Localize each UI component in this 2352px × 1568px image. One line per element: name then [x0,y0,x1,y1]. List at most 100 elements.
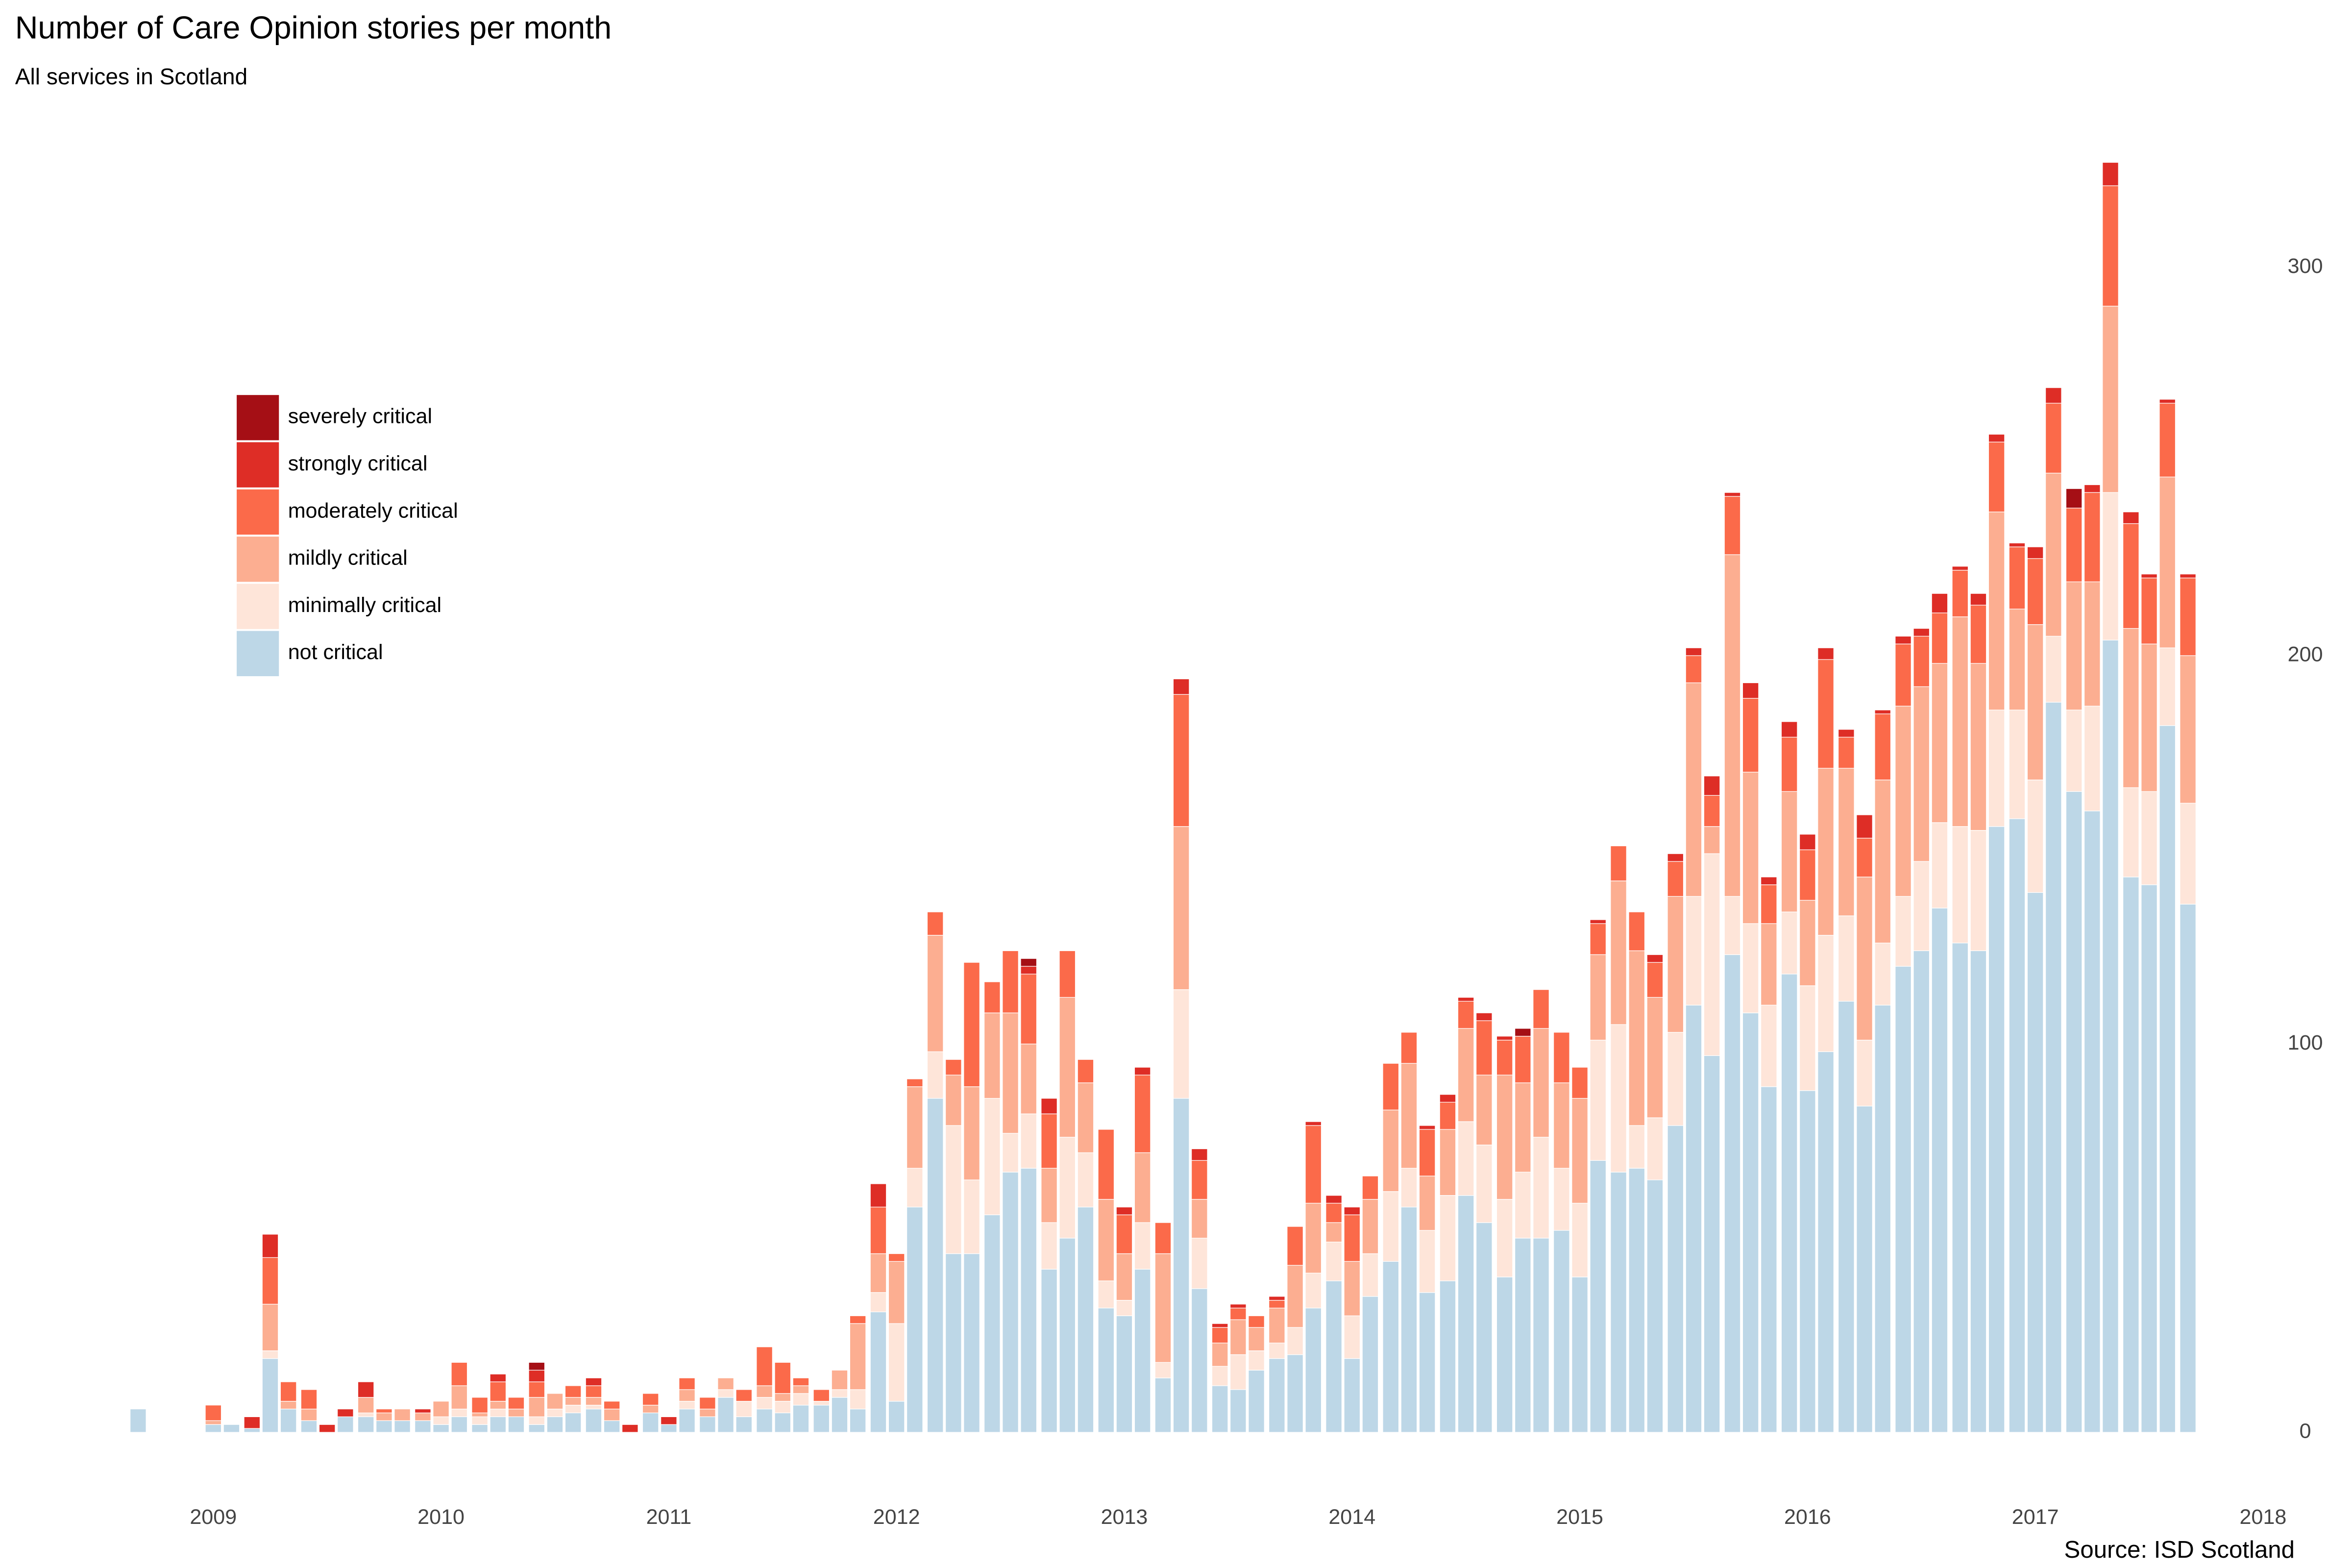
legend-key [237,442,279,488]
x-tick-label: 2010 [417,1505,465,1529]
bar-segment [1685,647,1702,656]
bar-segment [357,1412,374,1417]
bar-segment [1817,768,1834,936]
bar-segment [945,1253,962,1433]
bar-segment [906,1078,923,1087]
bar-segment [813,1401,830,1406]
bar-segment [1211,1366,1228,1386]
x-tick-label: 2018 [2240,1505,2287,1529]
bar-segment [1229,1389,1247,1433]
bar-segment [1344,1206,1361,1215]
bar-segment [1439,1280,1456,1433]
bar-segment [717,1377,734,1390]
bar-segment [1191,1199,1208,1239]
bar-segment [1344,1214,1361,1262]
bar-segment [2122,512,2139,524]
bar-segment [1628,1168,1645,1433]
bar-segment [1913,686,1930,862]
bar-segment [2009,710,2026,819]
bar-segment [1610,881,1627,1025]
bar-segment [888,1323,905,1402]
bar-segment [585,1397,602,1406]
bar-segment [1817,659,1834,769]
bar-segment [1760,1086,1777,1433]
bar-segment [2141,643,2157,792]
bar-segment [415,1412,431,1421]
bar-segment [1116,1206,1133,1215]
bar-segment [1269,1343,1285,1359]
bar-segment [699,1397,716,1410]
bar-segment [1287,1226,1303,1266]
bar-segment [1419,1125,1436,1130]
bar-segment [1724,492,1741,497]
bar-segment [1514,1028,1531,1037]
bar-segment [2141,791,2157,885]
bar-segment [585,1377,602,1386]
bar-segment [2159,725,2176,1433]
bar-segment [1533,989,1549,1029]
bar-segment [1667,861,1684,897]
bar-segment [508,1397,525,1410]
bar-segment [1514,1082,1531,1173]
bar-segment [831,1370,848,1390]
bar-segment [1856,837,1873,878]
bar-segment [1116,1214,1133,1254]
bar-segment [585,1408,602,1433]
bar-segment [1895,636,1911,644]
bar-segment [849,1315,866,1324]
bar-segment [2122,877,2139,1433]
bar-segment [1362,1253,1379,1297]
bar-segment [585,1404,602,1410]
bar-segment [1325,1222,1342,1243]
bar-segment [1439,1195,1456,1281]
bar-segment [1344,1261,1361,1316]
bar-segment [2045,636,2062,703]
bar-segment [1703,776,1720,796]
bar-segment [849,1389,866,1410]
y-tick-label: 0 [2300,1419,2311,1443]
bar-segment [223,1424,240,1433]
bar-segment [2027,779,2044,893]
bar-segment [1760,877,1777,885]
bar-segment [2083,492,2101,583]
bar-segment [2009,818,2026,1433]
bar-segment [774,1362,791,1394]
bar-segment [1496,1039,1513,1076]
bar-segment [1041,1222,1057,1270]
bar-segment [1628,950,1645,1126]
bar-segment [1077,1206,1094,1433]
y-tick-label: 200 [2288,642,2323,666]
bar-segment [528,1424,545,1433]
bar-segment [337,1416,354,1433]
bar-segment [2102,185,2119,307]
bar-segment [205,1420,222,1425]
bar-segment [1781,736,1798,792]
bar-segment [1781,911,1798,975]
bar-segment [546,1393,564,1410]
bar-segment [756,1385,773,1398]
bar-segment [1382,1109,1399,1192]
bar-segment [2159,403,2176,478]
bar-segment [792,1393,809,1406]
bar-segment [1173,989,1190,1099]
bar-segment [1020,1113,1037,1169]
bar-segment [1742,923,1759,1013]
bar-segment [1610,845,1627,882]
bar-segment [1952,566,1969,571]
bar-segment [1646,997,1664,1118]
chart-title: Number of Care Opinion stories per month [15,10,612,46]
x-tick-label: 2011 [646,1505,692,1529]
bar-segment [2065,791,2082,1433]
bar-segment [490,1416,507,1433]
bar-segment [756,1347,773,1386]
bar-segment [963,1086,980,1180]
x-tick-label: 2009 [190,1505,237,1529]
bar-segment [1742,682,1759,699]
bar-segment [1838,1001,1855,1433]
bar-segment [1002,1133,1019,1173]
bar-segment [564,1404,582,1414]
bar-segment [1760,923,1777,1005]
bar-segment [1817,647,1834,660]
bar-segment [1760,884,1777,924]
bar-segment [508,1408,525,1417]
